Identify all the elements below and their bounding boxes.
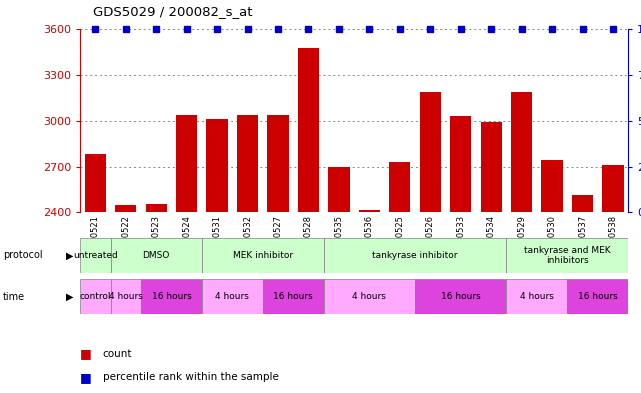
Bar: [506, 238, 628, 273]
Bar: [324, 238, 506, 273]
Bar: [328, 167, 349, 212]
Text: untreated: untreated: [73, 251, 118, 260]
Text: tankyrase inhibitor: tankyrase inhibitor: [372, 251, 458, 260]
Bar: [267, 115, 288, 212]
Text: 16 hours: 16 hours: [151, 292, 192, 301]
Bar: [202, 238, 324, 273]
Bar: [263, 279, 324, 314]
Bar: [85, 154, 106, 212]
Bar: [110, 238, 202, 273]
Bar: [603, 165, 624, 212]
Text: GDS5029 / 200082_s_at: GDS5029 / 200082_s_at: [93, 5, 253, 18]
Bar: [572, 195, 593, 212]
Bar: [115, 205, 137, 212]
Text: percentile rank within the sample: percentile rank within the sample: [103, 372, 278, 382]
Text: control: control: [79, 292, 111, 301]
Bar: [506, 279, 567, 314]
Text: count: count: [103, 349, 132, 359]
Bar: [146, 204, 167, 212]
Text: 4 hours: 4 hours: [215, 292, 249, 301]
Bar: [389, 162, 410, 212]
Bar: [141, 279, 202, 314]
Bar: [542, 160, 563, 212]
Text: protocol: protocol: [3, 250, 43, 261]
Text: 16 hours: 16 hours: [441, 292, 481, 301]
Text: 16 hours: 16 hours: [578, 292, 618, 301]
Bar: [415, 279, 506, 314]
Bar: [511, 92, 532, 212]
Text: ■: ■: [80, 371, 92, 384]
Bar: [481, 122, 502, 212]
Text: time: time: [3, 292, 26, 302]
Bar: [202, 279, 263, 314]
Bar: [567, 279, 628, 314]
Text: ■: ■: [80, 347, 92, 360]
Bar: [110, 279, 141, 314]
Bar: [80, 238, 110, 273]
Bar: [298, 48, 319, 212]
Text: 4 hours: 4 hours: [353, 292, 387, 301]
Text: ▶: ▶: [66, 292, 74, 302]
Text: 16 hours: 16 hours: [273, 292, 313, 301]
Text: MEK inhibitor: MEK inhibitor: [233, 251, 293, 260]
Bar: [80, 279, 110, 314]
Text: 4 hours: 4 hours: [109, 292, 143, 301]
Text: 4 hours: 4 hours: [520, 292, 554, 301]
Bar: [324, 279, 415, 314]
Bar: [450, 116, 471, 212]
Bar: [420, 92, 441, 212]
Bar: [359, 210, 380, 212]
Bar: [237, 115, 258, 212]
Bar: [176, 115, 197, 212]
Text: ▶: ▶: [66, 250, 74, 261]
Bar: [206, 119, 228, 212]
Text: tankyrase and MEK
inhibitors: tankyrase and MEK inhibitors: [524, 246, 611, 265]
Text: DMSO: DMSO: [142, 251, 170, 260]
